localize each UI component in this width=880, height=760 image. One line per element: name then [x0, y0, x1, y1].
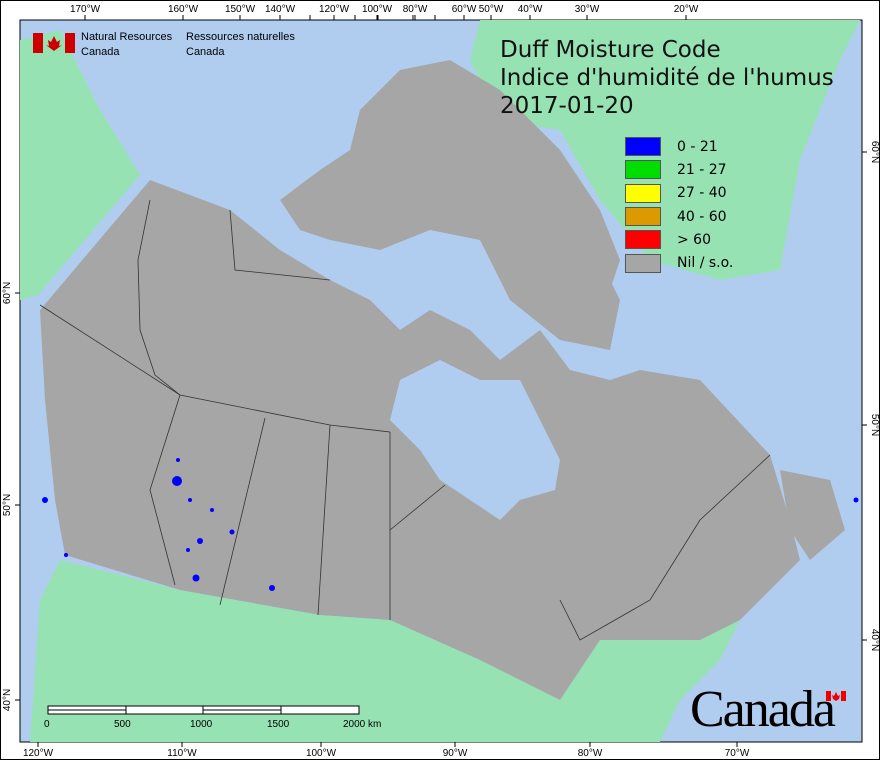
dmc-points [42, 458, 859, 591]
axis-label: 60°N [2, 282, 13, 304]
axis-label: 140°W [265, 4, 296, 15]
legend-label: 27 - 40 [677, 185, 727, 202]
axis-label: 20°W [674, 4, 699, 15]
legend-swatch [625, 160, 661, 180]
axis-label: 50°W [479, 4, 504, 15]
axis-label: 100°W [362, 4, 393, 15]
agency-fr-line1: Ressources naturelles [186, 31, 295, 43]
alaska-land [20, 30, 140, 300]
axis-label: 40°N [869, 629, 880, 651]
dmc-point [186, 548, 190, 552]
axis-label: 60°N [869, 141, 880, 163]
axis-label: 170°W [70, 4, 101, 15]
axis-label: 80°W [578, 748, 603, 759]
dmc-point [210, 508, 214, 512]
legend-swatch [625, 230, 661, 250]
legend-item: > 60 [625, 228, 733, 251]
scale-label: 2000 km [343, 719, 382, 730]
title-en: Duff Moisture Code [500, 37, 721, 63]
axis-label: 160°W [168, 4, 199, 15]
dmc-point [192, 574, 200, 582]
legend-item: 40 - 60 [625, 205, 733, 228]
dmc-point [269, 585, 275, 591]
axis-label: 30°W [575, 4, 600, 15]
dmc-point [197, 538, 203, 544]
legend-item: Nil / s.o. [625, 251, 733, 274]
agency-en: Natural Resources Canada [81, 30, 172, 60]
title-fr: Indice d'humidité de l'humus [500, 65, 834, 91]
axis-label: 150°W [225, 4, 256, 15]
dmc-point [229, 529, 235, 535]
scale-label: 1500 [267, 719, 290, 730]
axis-label: 60°W [452, 4, 477, 15]
agency-fr-line2: Canada [186, 46, 225, 58]
legend-label: > 60 [677, 231, 711, 248]
legend: 0 - 21 21 - 27 27 - 40 40 - 60 > 60 Nil / s.o… [625, 135, 733, 275]
baffin-island [480, 210, 620, 350]
newfoundland [780, 470, 845, 560]
legend-swatch [625, 253, 661, 273]
title-date: 2017-01-20 [500, 93, 634, 119]
scale-label: 1000 [190, 719, 213, 730]
axis-label: 50°N [869, 414, 880, 436]
hudson-bay [390, 360, 560, 520]
axis-label: 90°W [443, 748, 468, 759]
canada-flag-logo [33, 33, 846, 701]
dmc-point [853, 497, 859, 503]
legend-label: 40 - 60 [677, 208, 727, 225]
legend-label: 0 - 21 [677, 138, 718, 155]
province-borders [39, 199, 771, 641]
axis-ticks [15, 15, 867, 747]
axis-label: 120°W [319, 4, 350, 15]
legend-item: 21 - 27 [625, 158, 733, 181]
axis-label: 70°W [725, 748, 750, 759]
legend-swatch [625, 183, 661, 203]
axis-label: 100°W [306, 748, 337, 759]
dmc-point [172, 476, 182, 486]
axis-label: 120°W [23, 748, 54, 759]
usa-land [30, 560, 740, 742]
axis-label: 80°W [403, 4, 428, 15]
scale-label: 500 [114, 719, 131, 730]
axis-label: 110°W [167, 748, 197, 759]
dmc-point [188, 498, 192, 502]
canada-wordmark: Canada [690, 681, 836, 738]
legend-label: Nil / s.o. [677, 255, 734, 272]
legend-item: 0 - 21 [625, 135, 733, 158]
scale-bar [47, 705, 360, 715]
legend-item: 27 - 40 [625, 182, 733, 205]
scale-label: 0 [44, 719, 50, 730]
legend-swatch [625, 137, 661, 157]
agency-en-line1: Natural Resources [81, 31, 173, 43]
axis-label: 40°N [2, 689, 13, 711]
axis-label: 50°N [2, 494, 13, 516]
dmc-point [64, 553, 68, 557]
greenland-land [470, 20, 860, 280]
legend-label: 21 - 27 [677, 161, 727, 178]
agency-en-line2: Canada [81, 46, 120, 58]
dmc-point [42, 497, 48, 503]
dmc-point [176, 458, 180, 462]
axis-label: 40°W [518, 4, 543, 15]
map-title: Duff Moisture Code Indice d'humidité de … [500, 36, 834, 120]
agency-fr: Ressources naturelles Canada [186, 30, 295, 60]
legend-swatch [625, 207, 661, 227]
